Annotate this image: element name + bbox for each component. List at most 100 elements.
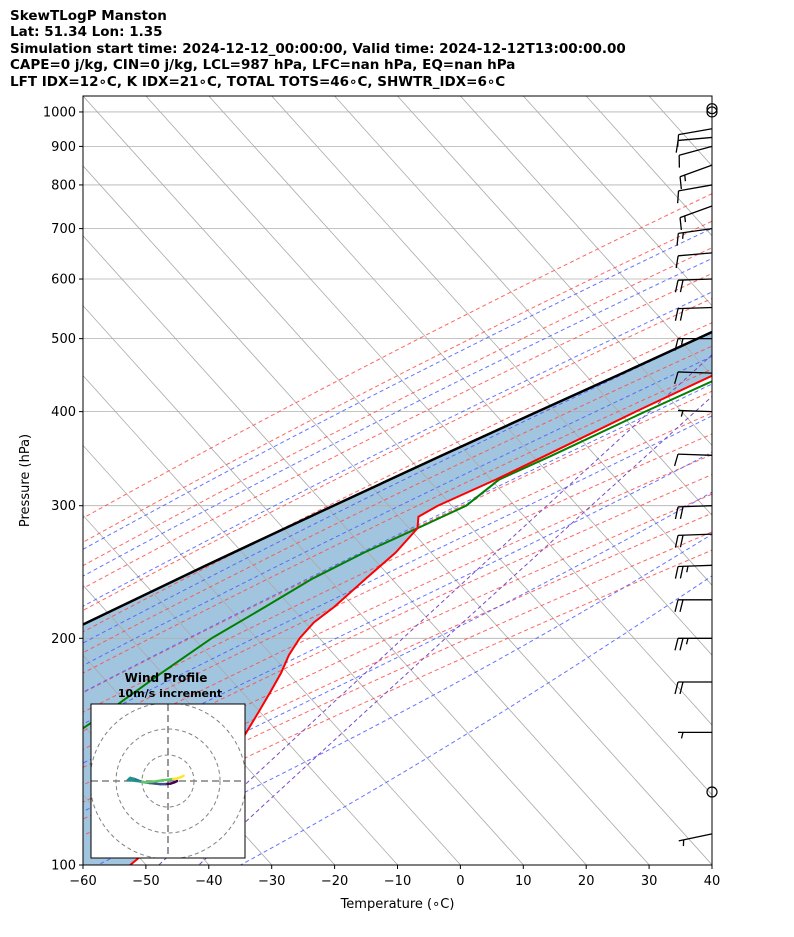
y-tick-label: 900 — [51, 140, 76, 155]
barb-flag — [676, 233, 679, 246]
x-tick-label: 20 — [578, 874, 595, 889]
y-tick-label: 500 — [51, 332, 76, 347]
x-tick-label: 0 — [456, 874, 464, 889]
y-tick-label: 200 — [51, 632, 76, 647]
wind-barb — [673, 453, 713, 467]
isotherm-40 — [711, 96, 712, 97]
x-tick-label: −60 — [69, 874, 96, 889]
dry-adiabat — [83, 193, 712, 519]
x-tick-label: −10 — [384, 874, 411, 889]
wind-barb — [674, 564, 713, 579]
barb-flag — [673, 453, 679, 467]
y-tick-label: 800 — [51, 178, 76, 193]
x-axis-label: Temperature (∘C) — [340, 897, 455, 912]
wind-barb — [675, 252, 713, 269]
barb-staff — [677, 533, 713, 536]
barb-half-flag — [680, 338, 684, 345]
hodograph-subtitle: 10m/s increment — [118, 687, 222, 700]
wind-barb — [677, 184, 713, 204]
wind-barb — [674, 637, 712, 651]
wind-barb — [675, 136, 713, 153]
wind-barb — [674, 681, 712, 695]
barb-flag — [674, 599, 679, 612]
barb-staff — [677, 278, 713, 281]
isotherm--30 — [271, 96, 712, 586]
barb-flag — [679, 506, 684, 519]
y-tick-label: 100 — [51, 859, 76, 874]
wind-barb — [674, 505, 713, 520]
barb-flag — [674, 280, 679, 293]
isotherm-0 — [460, 96, 712, 377]
wind-barb — [678, 145, 713, 168]
hodograph-trace-segment — [179, 774, 185, 779]
x-tick-label: −40 — [195, 874, 222, 889]
dry-adiabat — [83, 247, 712, 567]
moist-adiabat — [83, 331, 712, 644]
barb-staff — [679, 164, 713, 178]
x-tick-label: 30 — [641, 874, 658, 889]
location-line: Lat: 51.34 Lon: 1.35 — [10, 24, 163, 41]
wind-barb — [678, 833, 713, 847]
isotherm--10 — [397, 96, 712, 447]
barb-staff — [677, 453, 713, 456]
moist-adiabat — [83, 291, 712, 607]
barb-staff — [678, 833, 713, 842]
isotherm-20 — [585, 96, 712, 237]
wind-barb — [674, 533, 713, 548]
isotherm--20 — [334, 96, 712, 516]
dry-adiabat — [83, 549, 712, 837]
parcel-profile-line — [83, 330, 712, 626]
dry-adiabat — [83, 433, 712, 732]
x-tick-label: −50 — [132, 874, 159, 889]
chart-title: SkewTLogP Manston — [10, 8, 167, 24]
barb-flag — [679, 279, 684, 293]
wind-barb — [677, 409, 713, 417]
moist-adiabat — [83, 355, 712, 667]
chart-header: SkewTLogP Manston Lat: 51.34 Lon: 1.35 S… — [10, 8, 790, 90]
barb-flag — [677, 190, 680, 204]
barb-staff — [679, 205, 713, 219]
dry-adiabat — [83, 493, 712, 786]
barb-flag — [679, 638, 684, 651]
wind-barb — [674, 599, 712, 612]
barb-flag — [675, 140, 679, 153]
moist-adiabat — [83, 415, 712, 725]
barb-staff — [677, 306, 713, 310]
barb-staff — [677, 505, 713, 508]
barb-half-flag — [681, 232, 684, 239]
indices-line: LFT IDX=12∘C, K IDX=21∘C, TOTAL TOTS=46∘… — [10, 73, 506, 90]
wind-barb — [674, 306, 713, 321]
barb-staff — [678, 252, 713, 257]
x-tick-label: 10 — [515, 874, 532, 889]
dewpoint-line — [83, 380, 712, 730]
y-tick-label: 600 — [51, 273, 76, 288]
barb-flag — [679, 535, 684, 548]
isotherm--70 — [83, 165, 712, 865]
wind-barb — [676, 227, 713, 246]
dry-adiabat — [83, 272, 712, 589]
barb-flag — [675, 255, 679, 269]
barb-flag — [673, 371, 679, 384]
barb-half-flag — [680, 732, 684, 739]
isotherm--120 — [83, 514, 398, 865]
isotherm--60 — [83, 96, 712, 796]
barb-staff — [678, 136, 713, 142]
x-tick-label: −30 — [258, 874, 285, 889]
barb-half-flag — [684, 174, 687, 182]
barb-flag — [674, 308, 679, 321]
dry-adiabat — [83, 345, 712, 654]
wind-barb — [678, 731, 712, 739]
y-tick-label: 700 — [51, 222, 76, 237]
barb-flag — [674, 338, 679, 351]
hodograph-frame — [90, 703, 246, 859]
moist-adiabat — [83, 257, 712, 577]
cape-line: CAPE=0 j/kg, CIN=0 j/kg, LCL=987 hPa, LF… — [10, 57, 516, 74]
x-tick-label: −20 — [321, 874, 348, 889]
barb-flag — [674, 638, 679, 651]
barb-staff — [678, 145, 713, 156]
barb-flag — [679, 566, 684, 579]
barb-half-flag — [685, 638, 689, 645]
wind-barb — [674, 337, 712, 351]
barb-flag — [674, 681, 679, 695]
